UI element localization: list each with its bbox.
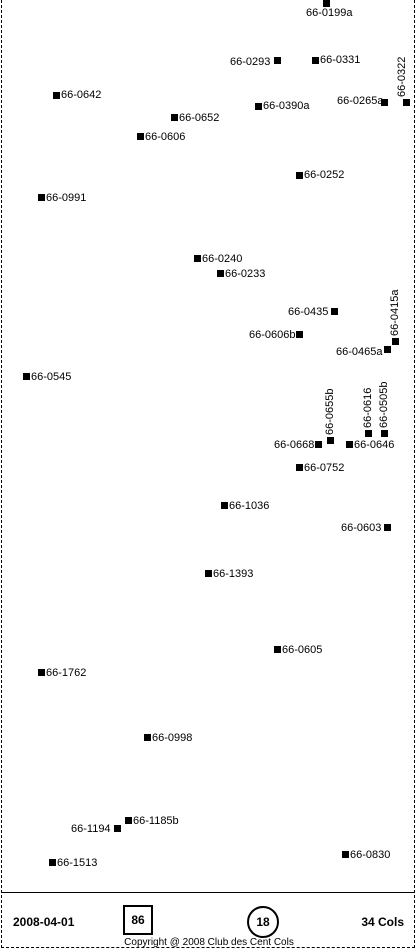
col-label: 66-0293 [230, 56, 271, 68]
col-label: 66-0465a [336, 346, 383, 358]
col-marker[interactable] [323, 0, 330, 7]
col-marker[interactable] [342, 851, 349, 858]
col-map: 66-0199a 66-0293 66-0331 66-0322 66-0642… [23, 0, 410, 869]
col-marker[interactable] [384, 346, 391, 353]
col-label: 66-0331 [320, 54, 361, 66]
copyright-notice: Copyright @ 2008 Club des Cent Cols [124, 937, 294, 948]
col-marker[interactable] [194, 255, 201, 262]
col-marker[interactable] [49, 859, 56, 866]
col-marker[interactable] [274, 57, 281, 64]
col-marker[interactable] [384, 524, 391, 531]
col-marker[interactable] [403, 99, 410, 106]
col-label: 66-0752 [304, 462, 345, 474]
col-label: 66-0606 [145, 131, 186, 143]
col-marker[interactable] [296, 331, 303, 338]
col-label: 66-1036 [229, 500, 270, 512]
col-label: 66-1762 [46, 667, 87, 679]
col-marker[interactable] [381, 99, 388, 106]
col-marker[interactable] [274, 646, 281, 653]
col-marker[interactable] [137, 133, 144, 140]
col-label: 66-0606b [249, 329, 296, 341]
col-marker[interactable] [171, 114, 178, 121]
footer-divider [1, 892, 415, 893]
col-label: 66-1185b [133, 815, 179, 827]
col-marker[interactable] [217, 270, 224, 277]
col-marker[interactable] [346, 441, 353, 448]
col-label: 66-0642 [61, 89, 102, 101]
col-label: 66-0265a [337, 95, 384, 107]
col-marker[interactable] [331, 308, 338, 315]
col-marker[interactable] [381, 430, 388, 437]
circle-badge: 18 [247, 906, 279, 938]
col-marker[interactable] [296, 464, 303, 471]
col-marker[interactable] [392, 338, 399, 345]
col-label: 66-0646 [354, 439, 395, 451]
col-label: 66-1194 [71, 823, 111, 835]
col-marker[interactable] [296, 172, 303, 179]
col-marker[interactable] [255, 103, 262, 110]
col-label: 66-0830 [350, 849, 391, 861]
col-marker[interactable] [38, 194, 45, 201]
col-marker[interactable] [205, 570, 212, 577]
circle-badge-value: 18 [256, 915, 270, 929]
col-marker[interactable] [114, 825, 121, 832]
col-marker[interactable] [38, 669, 45, 676]
col-label: 66-0668 [274, 439, 315, 451]
col-label: 66-0240 [202, 253, 243, 265]
col-label: 66-0505b [378, 381, 390, 429]
col-marker[interactable] [125, 817, 132, 824]
col-label: 66-0998 [152, 732, 193, 744]
col-marker[interactable] [23, 373, 30, 380]
col-marker[interactable] [312, 57, 319, 64]
col-marker[interactable] [365, 430, 372, 437]
square-badge-value: 86 [131, 913, 145, 927]
col-count: 34 Cols [361, 915, 404, 929]
col-label: 66-0605 [282, 644, 323, 656]
col-label: 66-1513 [57, 857, 98, 869]
col-marker[interactable] [221, 502, 228, 509]
col-label: 66-0252 [304, 169, 345, 181]
col-label: 66-0233 [225, 268, 266, 280]
col-label: 66-0655b [324, 388, 336, 436]
col-marker[interactable] [53, 92, 60, 99]
col-marker[interactable] [327, 437, 334, 444]
col-label: 66-0415a [389, 289, 401, 337]
col-marker[interactable] [144, 734, 151, 741]
col-label: 66-0545 [31, 371, 72, 383]
col-label: 66-0603 [341, 522, 382, 534]
col-label: 66-0616 [362, 387, 374, 428]
col-label: 66-0652 [179, 112, 220, 124]
col-label: 66-0322 [396, 56, 408, 97]
square-badge: 86 [123, 905, 153, 935]
col-label: 66-1393 [213, 568, 254, 580]
footer-date: 2008-04-01 [13, 915, 75, 929]
col-marker[interactable] [315, 441, 322, 448]
col-label: 66-0199a [306, 7, 353, 19]
col-label: 66-0435 [288, 306, 329, 318]
col-label: 66-0390a [263, 100, 310, 112]
col-label: 66-0991 [46, 192, 87, 204]
